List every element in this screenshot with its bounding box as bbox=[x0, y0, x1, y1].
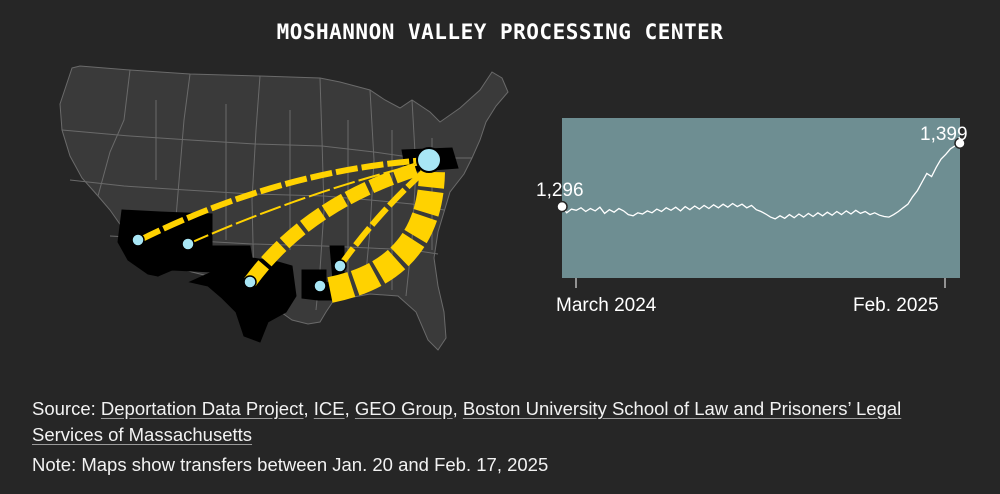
source-note: Source: Deportation Data Project, ICE, G… bbox=[32, 396, 972, 448]
dot-new-mexico bbox=[181, 237, 195, 251]
transfer-arrows bbox=[138, 157, 445, 303]
dot-arizona bbox=[131, 233, 145, 247]
source-link-ice[interactable]: ICE bbox=[313, 398, 345, 419]
dot-mississippi bbox=[333, 259, 347, 273]
start-value-label: 1,296 bbox=[536, 180, 584, 201]
chart-panel bbox=[562, 118, 960, 278]
dot-louisiana bbox=[313, 279, 327, 293]
source-link-geo-group[interactable]: GEO Group bbox=[354, 398, 453, 419]
dot-moshannon-valley bbox=[416, 147, 442, 173]
source-separator: , bbox=[303, 398, 314, 419]
us-transfer-map bbox=[59, 65, 509, 351]
arrow-mississippi bbox=[337, 165, 430, 268]
x-axis-ticks bbox=[575, 278, 946, 288]
arrow-texas bbox=[244, 159, 430, 287]
x-tick-label-start: March 2024 bbox=[556, 295, 657, 316]
end-value-label: 1,399 bbox=[920, 124, 968, 145]
dot-texas bbox=[243, 275, 257, 289]
series-line bbox=[561, 142, 961, 220]
footnote: Note: Maps show transfers between Jan. 2… bbox=[32, 454, 549, 475]
x-tick-label-end: Feb. 2025 bbox=[853, 295, 939, 316]
end-point bbox=[954, 137, 966, 149]
source-link-deportation-data-project[interactable]: Deportation Data Project bbox=[100, 398, 304, 419]
chart-title: MOSHANNON VALLEY PROCESSING CENTER bbox=[276, 20, 724, 44]
source-link-boston-university[interactable]: Boston University School of Law and Pris… bbox=[32, 398, 902, 445]
source-separator: , bbox=[452, 398, 463, 419]
source-separator: , bbox=[344, 398, 355, 419]
arrow-louisiana bbox=[327, 171, 445, 303]
population-chart: 1,296 1,399 March 2024 Feb. 2025 bbox=[536, 118, 968, 316]
start-point bbox=[556, 200, 568, 213]
source-prefix: Source: bbox=[32, 398, 101, 419]
facility-dots bbox=[131, 147, 442, 293]
arrow-arizona bbox=[138, 157, 429, 243]
